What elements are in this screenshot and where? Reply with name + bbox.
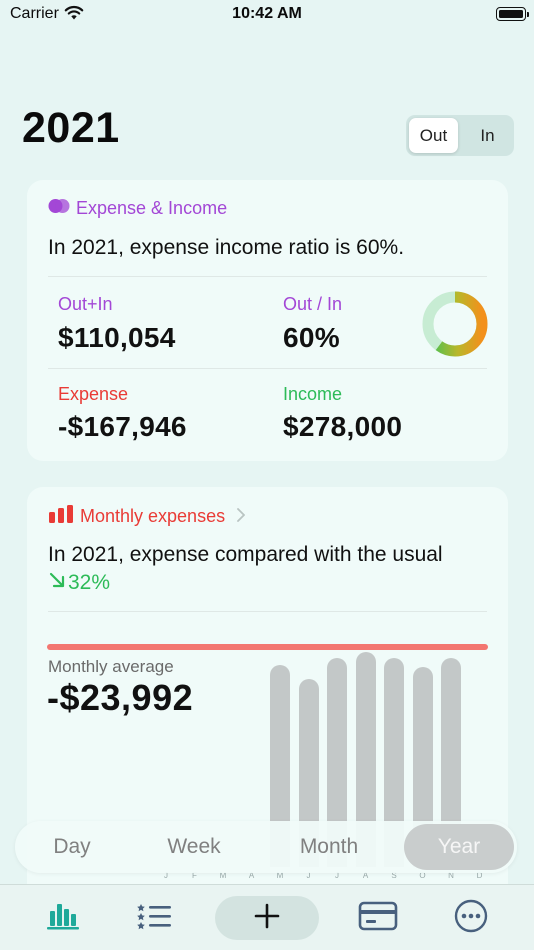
- monthly-expenses-header[interactable]: Monthly expenses: [48, 505, 246, 528]
- bar-chart-icon: [48, 505, 74, 528]
- change-indicator: 32%: [48, 571, 110, 595]
- divider: [48, 276, 487, 277]
- tick-label: O: [419, 871, 426, 880]
- carrier-label: Carrier: [10, 5, 59, 22]
- monthly-bar-chart: [27, 487, 508, 907]
- income-value: $278,000: [283, 411, 403, 442]
- divider: [48, 611, 487, 612]
- page-title: 2021: [22, 104, 120, 152]
- expense-income-title: Expense & Income: [76, 198, 228, 218]
- bar-aug[interactable]: [355, 652, 376, 867]
- tab-accounts[interactable]: [352, 901, 404, 935]
- bar-jul[interactable]: [327, 657, 347, 867]
- tick-label: M: [276, 871, 284, 880]
- ratio-value: 60%: [283, 322, 340, 353]
- tick-label: S: [391, 871, 397, 880]
- plus-icon: [254, 903, 280, 934]
- tick-label: J: [335, 871, 339, 880]
- tick-label: N: [448, 871, 454, 880]
- expense-income-summary: In 2021, expense income ratio is 60%.: [48, 236, 405, 259]
- monthly-expenses-summary: In 2021, expense compared with the usual: [48, 543, 443, 566]
- tick-label: D: [476, 871, 483, 880]
- clock: 10:42 AM: [232, 5, 302, 22]
- period-week[interactable]: Week: [167, 835, 221, 858]
- monthly-expenses-card[interactable]: Monthly expenses In 2021, expense compar…: [27, 487, 508, 907]
- expense-label: Expense: [58, 384, 129, 404]
- add-button[interactable]: [215, 896, 319, 940]
- expense-income-card[interactable]: Expense & Income In 2021, expense income…: [27, 180, 508, 461]
- bar-sep[interactable]: [384, 657, 404, 867]
- tick-label: F: [192, 871, 197, 880]
- tick-label: J: [306, 871, 311, 880]
- tick-label: J: [164, 871, 168, 880]
- tab-stats[interactable]: [38, 901, 88, 935]
- bar-may[interactable]: [270, 665, 290, 867]
- bar-nov[interactable]: [441, 657, 461, 867]
- expense-value: -$167,946: [58, 411, 187, 442]
- period-day[interactable]: Day: [53, 835, 91, 858]
- card-icon: [358, 901, 398, 936]
- donut-arc: [422, 291, 488, 357]
- change-value: 32%: [68, 571, 111, 594]
- period-year[interactable]: Year: [404, 824, 514, 870]
- average-line: [47, 644, 488, 650]
- tab-more[interactable]: [446, 899, 496, 938]
- more-icon: [454, 899, 488, 938]
- list-icon: [137, 902, 173, 935]
- expense-income-header: Expense & Income: [48, 198, 227, 219]
- out-plus-in-value: $110,054: [58, 322, 176, 353]
- wifi-icon: [64, 5, 84, 26]
- overlap-circles-icon: [48, 198, 70, 219]
- status-bar: Carrier 10:42 AM: [0, 0, 534, 30]
- ratio-donut-chart: [421, 290, 489, 358]
- monthly-average-value: -$23,992: [47, 677, 194, 718]
- out-in-toggle: Out In: [406, 115, 514, 156]
- period-month[interactable]: Month: [299, 835, 359, 858]
- tick-label: M: [219, 871, 227, 880]
- arrow-down-right-icon: [48, 571, 66, 595]
- bar-oct[interactable]: [412, 667, 433, 867]
- toggle-in[interactable]: In: [480, 125, 495, 145]
- ratio-label: Out / In: [283, 294, 343, 314]
- chart-icon: [46, 902, 80, 935]
- divider: [48, 368, 487, 369]
- battery-icon: [496, 7, 529, 21]
- period-selector: Day Week Month Year: [15, 821, 517, 873]
- chevron-right-icon: [237, 506, 246, 527]
- monthly-average-label: Monthly average: [48, 657, 174, 676]
- toggle-out[interactable]: Out: [409, 118, 458, 153]
- tab-list[interactable]: [130, 901, 180, 935]
- income-label: Income: [283, 384, 343, 404]
- out-plus-in-label: Out+In: [58, 294, 113, 314]
- tick-label: A: [248, 871, 255, 880]
- monthly-expenses-title: Monthly expenses: [80, 506, 226, 526]
- tab-bar: [0, 884, 534, 950]
- tick-label: A: [362, 871, 369, 880]
- bar-jun[interactable]: [298, 678, 319, 867]
